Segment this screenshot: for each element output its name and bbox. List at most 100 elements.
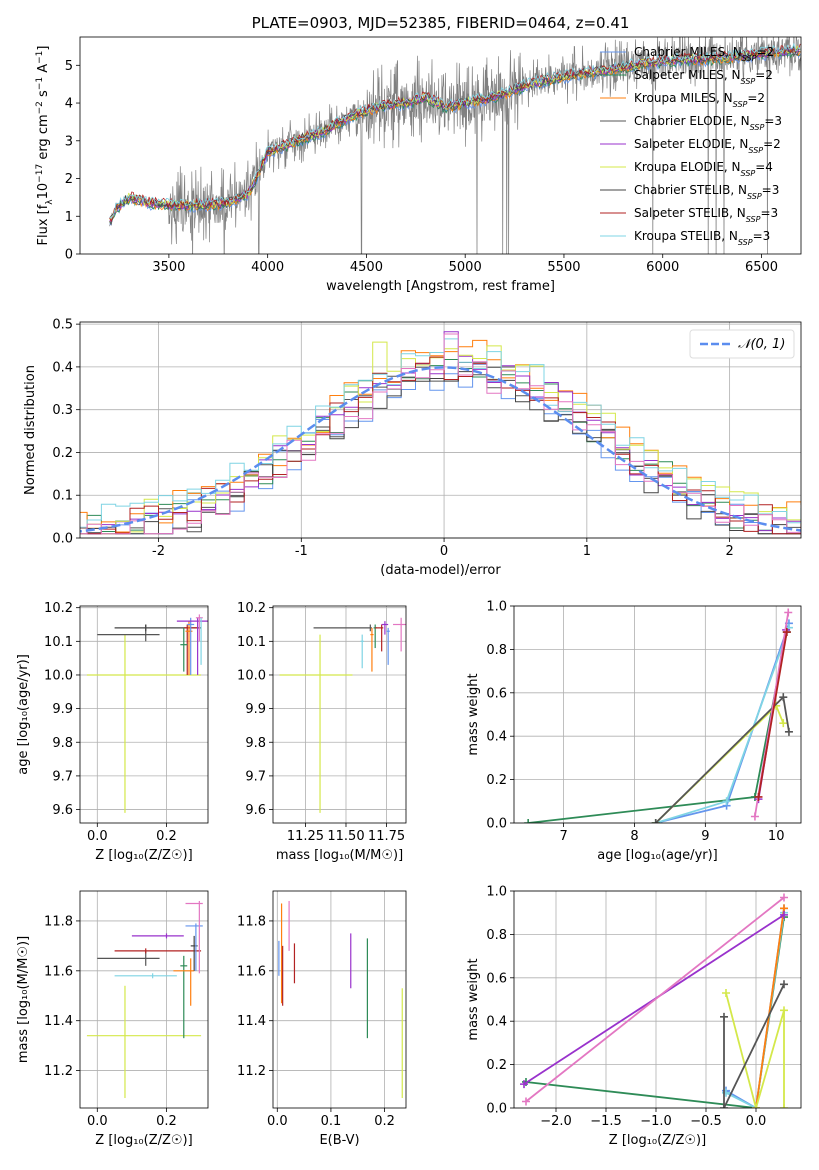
weight-line <box>723 983 785 1108</box>
x-tick-label: 9 <box>701 829 709 844</box>
age-weight-panel: 7 8 9 10 0.0 0.2 0.4 0.6 0.8 1.0 age [log₁₀(age/yr… <box>466 600 802 863</box>
y-label-part: 10 <box>36 183 51 200</box>
legend-label-part: Salpeter ELODIE, N <box>634 137 748 151</box>
weight-line <box>725 992 785 1108</box>
y-tick-label: 1 <box>65 210 73 225</box>
y-tick-label: 11.4 <box>44 1014 73 1029</box>
legend-label: Chabrier ELODIE, NSSP=3 <box>634 114 782 132</box>
axes-frame <box>79 890 209 1109</box>
y-tick-label: 1.0 <box>486 885 507 900</box>
weight-marker <box>750 812 759 821</box>
legend-label: Salpeter ELODIE, NSSP=2 <box>634 137 781 155</box>
y-tick-label: 11.6 <box>237 964 266 979</box>
x-tick-label: 5500 <box>547 260 580 275</box>
axes-frame <box>513 605 802 824</box>
x-tick-label: 6000 <box>646 260 679 275</box>
x-tick-label: 3500 <box>152 260 185 275</box>
x-tick-label: 10 <box>768 829 785 844</box>
spectrum-model-line <box>109 44 801 220</box>
y-tick-label: 10.1 <box>237 635 266 650</box>
y-label-part: s <box>36 90 51 101</box>
y-tick-label: 9.8 <box>52 736 73 751</box>
spectrum-model-line <box>109 42 801 219</box>
y-tick-label: 4 <box>65 97 73 112</box>
x-tick-label: 0.2 <box>374 1114 395 1129</box>
legend-label-part: SSP <box>741 77 756 86</box>
y-tick-label: 10.2 <box>237 601 266 616</box>
x-tick-label: 5000 <box>449 260 482 275</box>
legend-label-part: Salpeter STELIB, N <box>634 206 746 220</box>
plot-area <box>524 608 793 823</box>
x-tick-label: −1.0 <box>640 1114 672 1129</box>
legend-label-part: SSP <box>733 100 748 109</box>
gaussian-curve <box>80 366 801 533</box>
axes-frame <box>79 605 209 824</box>
legend-label-part: SSP <box>748 146 763 155</box>
y-tick-label: 1.0 <box>486 600 507 615</box>
legend-label: Kroupa MILES, NSSP=2 <box>634 91 765 109</box>
x-tick-label: -2 <box>152 544 165 559</box>
weight-marker <box>524 819 533 823</box>
legend-label-part: Kroupa STELIB, N <box>634 229 738 243</box>
axes-frame <box>513 890 802 1109</box>
axes-frame <box>79 36 802 255</box>
ebv-mass-panel: 0.0 0.1 0.2 11.2 11.4 11.6 11.8 E(B-V) <box>237 890 407 1148</box>
y-tick-label: 0.5 <box>52 318 73 333</box>
y-tick-label: 11.8 <box>44 914 73 929</box>
legend-label-part: SSP <box>746 215 761 224</box>
x-tick-label: 0.2 <box>156 1114 177 1129</box>
y-tick-label: 11.6 <box>44 964 73 979</box>
x-axis-label: E(B-V) <box>319 1133 359 1148</box>
legend-label-part: SSP <box>738 238 753 247</box>
x-tick-label: 2 <box>725 544 733 559</box>
y-tick-label: 3 <box>65 134 73 149</box>
y-axis-label: Normed distribution <box>23 365 38 495</box>
weight-marker <box>784 608 793 617</box>
x-tick-label: 11.50 <box>327 829 364 844</box>
legend-label-part: Kroupa MILES, N <box>634 91 733 105</box>
y-tick-label: 10.0 <box>44 668 73 683</box>
x-tick-label: 7 <box>559 829 567 844</box>
plot-area <box>86 614 208 813</box>
y-tick-label: 10.2 <box>44 601 73 616</box>
weight-line <box>655 695 790 823</box>
y-tick-label: 0.8 <box>486 643 507 658</box>
x-axis-label: Z [log₁₀(Z/Z☉)] <box>95 848 192 863</box>
plot-area <box>109 37 801 254</box>
x-tick-label: 11.25 <box>287 829 324 844</box>
x-tick-label: 0.0 <box>87 829 108 844</box>
y-tick-label: 11.8 <box>237 914 266 929</box>
y-axis-label: Flux [fλ10−17 erg cm−2 s−1 A−1] <box>35 46 55 246</box>
y-label-part: A <box>36 64 51 77</box>
legend-label-part: =3 <box>753 229 771 243</box>
y-tick-label: 9.7 <box>52 769 73 784</box>
weight-marker <box>782 628 791 637</box>
weight-marker <box>779 693 788 702</box>
y-tick-label: 11.2 <box>237 1064 266 1079</box>
x-tick-label: 1 <box>583 544 591 559</box>
mass-age-panel: 11.25 11.50 11.75 9.6 9.7 9.8 9.9 10.0 10.1 10.2 m… <box>237 601 407 863</box>
axes-frame <box>79 321 802 539</box>
legend-box <box>689 329 795 359</box>
weight-marker <box>754 792 763 801</box>
x-tick-label: −0.5 <box>690 1114 722 1129</box>
x-axis-label: Z [log₁₀(Z/Z☉)] <box>95 1133 192 1148</box>
y-axis-label: mass weight <box>466 673 481 755</box>
y-tick-label: 9.7 <box>245 769 266 784</box>
legend-label: 𝒩(0, 1) <box>738 337 785 352</box>
weight-marker <box>780 1006 788 1015</box>
y-tick-label: 0.0 <box>486 817 507 832</box>
legend-label-part: Kroupa ELODIE, N <box>634 160 741 174</box>
weight-marker <box>779 719 788 728</box>
plot-area <box>86 900 203 1099</box>
y-tick-label: 9.8 <box>245 736 266 751</box>
residual-histogram <box>80 333 801 535</box>
y-label-part: λ <box>45 199 55 205</box>
legend-label: Kroupa ELODIE, NSSP=4 <box>634 160 773 178</box>
legend-label-part: =3 <box>764 114 782 128</box>
axes-frame <box>272 890 407 1109</box>
y-tick-label: 0.6 <box>486 971 507 986</box>
x-tick-label: −2.0 <box>540 1114 572 1129</box>
y-tick-label: 9.6 <box>52 803 73 818</box>
